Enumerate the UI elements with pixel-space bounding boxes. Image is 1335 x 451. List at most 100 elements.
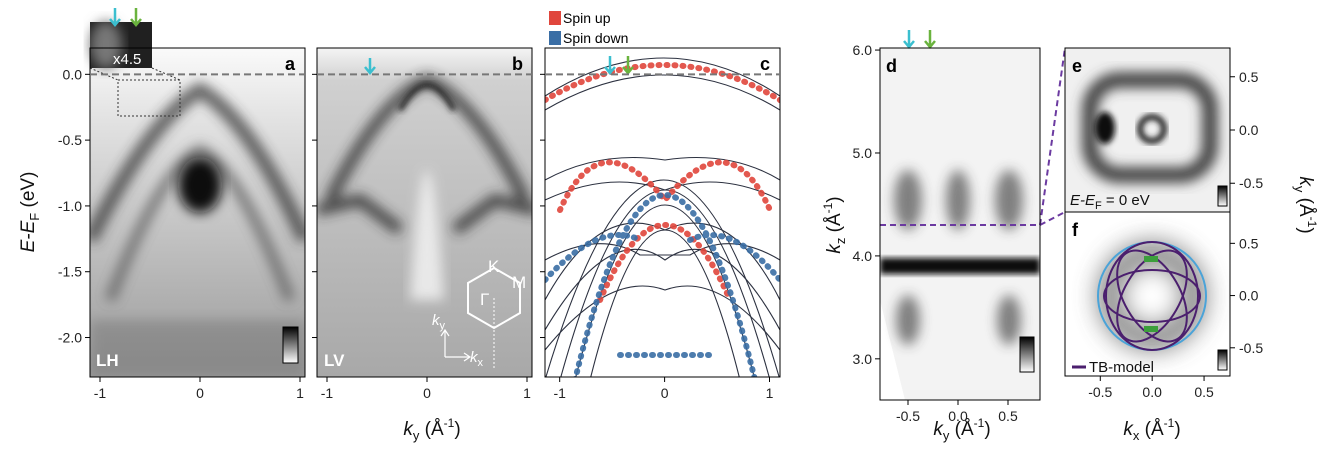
y-tick-label: 0.0 [63,66,83,82]
panel-label: f [1072,220,1079,240]
y-tick-label: -0.5 [1239,340,1263,356]
t: k [1295,176,1316,187]
t: ) [1295,227,1316,233]
y-axis-label: E-EF (eV) [18,172,42,253]
t: k [933,419,944,440]
bz-kx: kx [470,349,484,369]
t: k [1123,419,1134,440]
arrows [109,8,936,75]
t: ) [454,419,460,440]
x-tick-label: 0.5 [1194,384,1214,400]
mode-lv: LV [324,351,345,370]
tb-model-f [1065,212,1230,376]
panel-frame [89,47,306,378]
y-tick-label: 6.0 [853,42,873,58]
y-tick-label: -0.5 [58,132,82,148]
inset-label: x4.5 [113,51,141,68]
t: (Å [824,213,845,238]
x-tick-label: 0.5 [998,408,1018,424]
t: k [470,349,479,366]
x-tick-label: 1 [766,385,774,401]
t: = 0 eV [1102,192,1150,209]
bz-gamma: Γ [480,290,489,309]
panel-frame [879,47,1041,401]
y-tick-label: -2.0 [58,330,82,346]
panel-label: a [285,54,296,74]
bz-k: K [488,257,500,276]
t: F [27,213,42,221]
mode-lh: LH [96,351,119,370]
legend-entry: Spin down [563,30,628,46]
fermi-map-e [1065,48,1230,212]
t: x [478,357,484,369]
x-tick-label: 1 [296,385,304,401]
x-tick-label: -0.5 [896,408,920,424]
x-tick-label: 0.0 [1142,384,1162,400]
t: y [943,428,950,443]
t: y [1292,186,1307,193]
bz-ky: ky [432,312,446,332]
note-e: E-EF = 0 eV [1070,192,1150,212]
t: (Å [419,419,444,440]
legend-f: TB-model [1089,359,1154,376]
panel-frame [544,47,781,378]
zoom-inset: x4.5 [89,21,181,117]
x-axis-label: ky (Å-1) [933,416,990,443]
y-tick-label: 3.0 [853,351,873,367]
x-tick-label: 0 [661,385,669,401]
legend-entry: Spin up [563,10,611,26]
legend-swatch [549,11,561,25]
t: -1 [1164,416,1175,430]
t: ) [824,196,845,202]
y-tick-label: -1.0 [58,198,82,214]
t: -1 [444,416,455,430]
x-tick-label: -1 [553,385,566,401]
t: -1 [821,202,835,213]
t: (Å [949,419,974,440]
t: E-E [18,220,39,252]
arpes-image-b [317,48,532,377]
t: y [413,428,420,443]
y-axis-label: ky (Å-1) [1292,176,1319,233]
y-tick-label: 0.0 [1239,122,1259,138]
y-tick-label: 0.0 [1239,288,1259,304]
t: -1 [1305,217,1319,228]
y-tick-label: 5.0 [853,145,873,161]
t: y [440,320,446,332]
x-tick-label: 0.0 [948,408,968,424]
t: z [833,238,848,245]
t: (Å [1139,419,1164,440]
x-axis-label: ky (Å-1) [403,416,460,443]
t: (Å [1295,192,1316,217]
bz-inset [440,266,521,370]
t: ) [1174,419,1180,440]
bz-m: M [512,273,526,292]
t: E-E [1070,192,1096,209]
x-axis-label: kx (Å-1) [1123,416,1180,443]
t: F [1095,200,1102,212]
y-axis-label: kz (Å-1) [821,196,848,253]
panel-label: b [512,54,523,74]
y-tick-label: -1.5 [58,264,82,280]
colorbars [282,185,1228,373]
t: k [824,243,845,254]
panel-frame [1064,211,1231,377]
panel-label: e [1072,56,1082,76]
t: ) [984,419,990,440]
x-tick-label: 0 [423,385,431,401]
legend-swatch [549,31,561,45]
y-tick-label: 4.0 [853,248,873,264]
t: (eV) [18,172,39,213]
t: k [432,312,441,329]
x-tick-label: 1 [523,385,531,401]
legend-c: Spin up Spin down [549,10,628,46]
t: x [1133,428,1140,443]
x-tick-label: -1 [321,385,334,401]
y-tick-label: -0.5 [1239,175,1263,191]
band-structure-c [545,48,780,377]
y-tick-label: 0.5 [1239,235,1259,251]
panel-label: d [886,56,897,76]
y-tick-label: 0.5 [1239,69,1259,85]
x-tick-label: -1 [94,385,107,401]
